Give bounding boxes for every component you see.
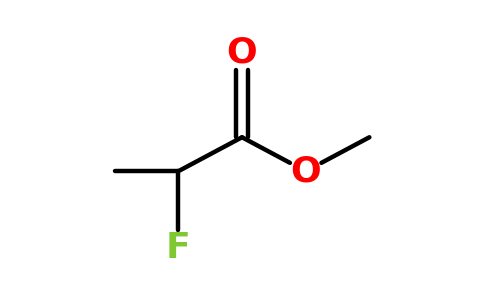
Text: O: O bbox=[227, 35, 257, 69]
Text: F: F bbox=[166, 231, 191, 265]
Text: O: O bbox=[290, 154, 321, 188]
